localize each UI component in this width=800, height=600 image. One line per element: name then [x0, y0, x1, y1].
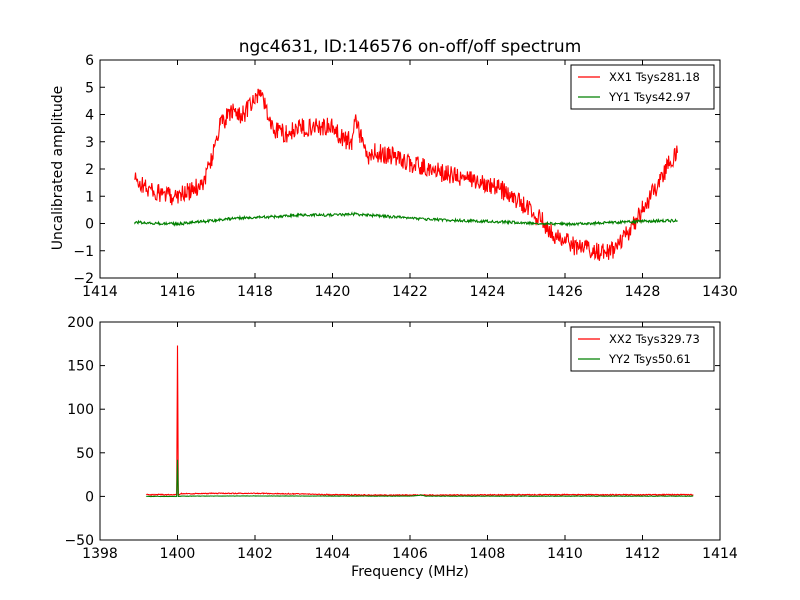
bottom-chart-xtick-label: 1414	[702, 546, 738, 562]
top-chart-ytick-label: 3	[85, 135, 94, 151]
bottom-chart-ytick-label: 150	[67, 359, 94, 375]
top-chart-ytick-label: 0	[85, 217, 94, 233]
bottom-chart-xtick-label: 1412	[625, 546, 661, 562]
bottom-chart-ytick-label: 100	[67, 402, 94, 418]
top-chart-legend-box	[570, 64, 715, 110]
top-chart-ytick-label: 2	[85, 162, 94, 178]
bottom-chart-xtick-label: 1398	[82, 546, 118, 562]
top-chart-xtick-label: 1424	[470, 284, 506, 300]
bottom-chart-ticks: 1398 1400 1402 1404 1406 1408 1410 1412 1414 −50 0…	[64, 315, 737, 562]
top-chart-xtick-label: 1418	[237, 284, 273, 300]
bottom-chart-legend: XX2 Tsys329.73 YY2 Tsys50.61	[570, 326, 715, 372]
top-chart-line-xx1	[134, 88, 678, 261]
bottom-chart-xtick-label: 1410	[547, 546, 583, 562]
top-chart-ytick-label: −2	[73, 271, 94, 287]
top-chart-xtick-label: 1420	[315, 284, 351, 300]
bottom-chart-series	[145, 345, 694, 498]
bottom-chart-xtick-label: 1400	[160, 546, 196, 562]
bottom-chart-line-yy2	[145, 459, 694, 498]
top-chart-xtick-label: 1428	[625, 284, 661, 300]
top-chart-xtick-label: 1416	[160, 284, 196, 300]
top-chart-line-yy1	[134, 211, 678, 227]
top-chart-ytick-label: 5	[85, 80, 94, 96]
top-chart-ticks: 1414 1416 1418 1420 1422 1424 1426 1428 1430−2−1…	[73, 53, 737, 300]
legend-label-yy1: YY1 Tsys42.97	[608, 90, 691, 104]
bottom-chart: 1398 1400 1402 1404 1406 1408 1410 1412 1414 −50 0…	[64, 315, 737, 562]
bottom-chart-legend-box	[570, 326, 715, 372]
top-chart-ytick-label: 1	[85, 189, 94, 205]
top-chart-ytick-label: −1	[73, 244, 94, 260]
bottom-chart-ytick-label: 50	[76, 446, 94, 462]
top-chart: 1414 1416 1418 1420 1422 1424 1426 1428 1430−2−1…	[73, 53, 737, 300]
bottom-chart-ytick-label: 200	[67, 315, 94, 331]
top-chart-ytick-label: 6	[85, 53, 94, 69]
legend-label-yy2: YY2 Tsys50.61	[608, 352, 691, 366]
top-chart-xtick-label: 1414	[82, 284, 118, 300]
top-chart-xtick-label: 1426	[547, 284, 583, 300]
top-chart-ylabel: Uncalibrated amplitude	[50, 86, 66, 251]
legend-label-xx1: XX1 Tsys281.18	[609, 70, 700, 84]
top-chart-title: ngc4631, ID:146576 on-off/off spectrum	[239, 37, 582, 57]
top-chart-ytick-label: 4	[85, 108, 94, 124]
top-chart-xtick-label: 1430	[702, 284, 738, 300]
bottom-chart-ytick-label: −50	[64, 533, 94, 549]
bottom-chart-ytick-label: 0	[85, 489, 94, 505]
bottom-chart-xtick-label: 1406	[392, 546, 428, 562]
top-chart-xtick-label: 1422	[392, 284, 428, 300]
bottom-chart-xlabel: Frequency (MHz)	[351, 564, 469, 580]
legend-label-xx2: XX2 Tsys329.73	[609, 332, 700, 346]
top-chart-legend: XX1 Tsys281.18 YY1 Tsys42.97	[570, 64, 715, 110]
bottom-chart-xtick-label: 1404	[315, 546, 351, 562]
bottom-chart-xtick-label: 1408	[470, 546, 506, 562]
top-chart-series	[134, 88, 678, 261]
bottom-chart-xtick-label: 1402	[237, 546, 273, 562]
